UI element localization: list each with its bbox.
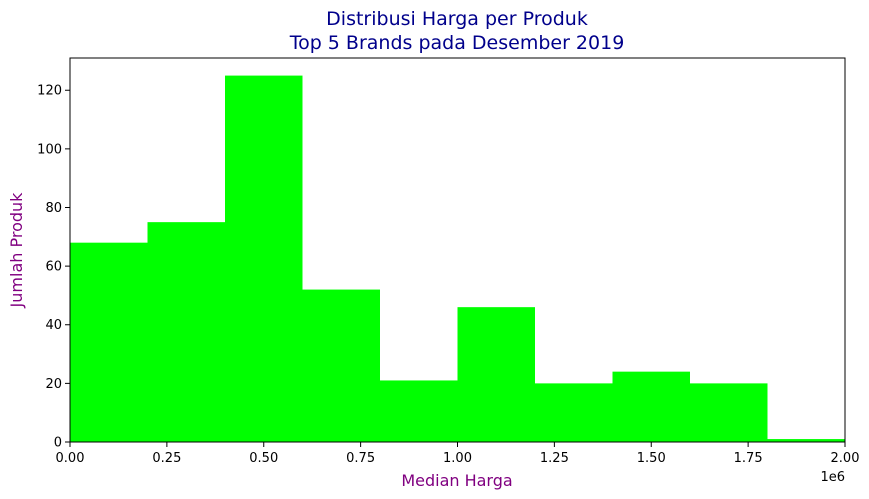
y-tick-label: 80	[45, 201, 62, 216]
histogram-bar	[147, 222, 225, 442]
x-tick-label: 0.00	[56, 451, 85, 466]
bars-group	[70, 75, 845, 443]
x-tick-label: 1.00	[443, 451, 472, 466]
x-axis-label: Median Harga	[401, 471, 512, 490]
x-tick-label: 1.25	[540, 451, 569, 466]
x-tick-label: 0.75	[346, 451, 375, 466]
y-tick-label: 120	[37, 84, 62, 99]
chart-title-line1: Distribusi Harga per Produk	[326, 8, 588, 30]
plot-frame	[69, 57, 846, 443]
y-axis: 0 20 40 60 80 100 120	[37, 84, 70, 451]
x-axis: 0.00 0.25 0.50 0.75 1.00 1.25 1.50 1.75 2.00	[56, 442, 860, 466]
histogram-bar	[535, 383, 613, 442]
y-tick-label: 0	[54, 436, 62, 451]
y-tick-label: 60	[45, 260, 62, 275]
y-tick-label: 100	[37, 142, 62, 157]
x-tick-label: 0.25	[152, 451, 181, 466]
y-tick-label: 20	[45, 377, 62, 392]
histogram-bar	[70, 242, 148, 442]
x-tick-label: 2.00	[831, 451, 860, 466]
histogram-bar	[690, 383, 768, 442]
y-axis-label: Jumlah Produk	[7, 192, 26, 309]
histogram-bar	[302, 289, 380, 442]
histogram-bar	[225, 75, 303, 443]
x-tick-label: 1.75	[734, 451, 763, 466]
x-offset-label: 1e6	[820, 470, 845, 485]
chart-title-line2: Top 5 Brands pada Desember 2019	[289, 32, 625, 54]
x-tick-label: 1.50	[637, 451, 666, 466]
histogram-bar	[612, 371, 690, 442]
histogram-bar	[457, 307, 535, 442]
x-tick-label: 0.50	[249, 451, 278, 466]
histogram-bar	[380, 380, 458, 442]
y-tick-label: 40	[45, 318, 62, 333]
histogram-bar	[767, 439, 845, 442]
